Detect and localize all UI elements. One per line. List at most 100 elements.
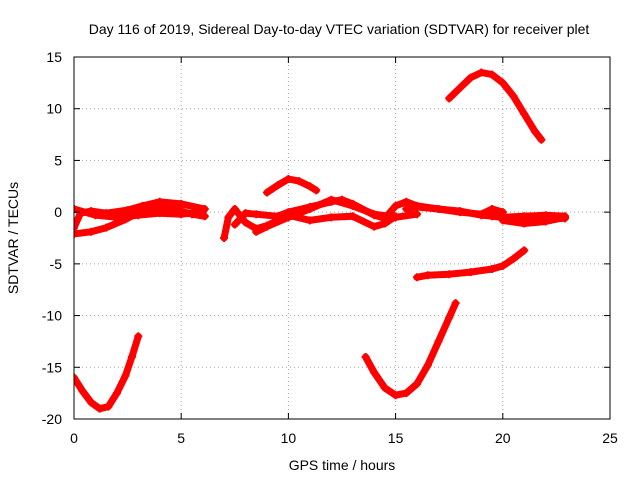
data-point bbox=[177, 199, 186, 208]
y-tick-label: -10 bbox=[42, 308, 62, 324]
series-band bbox=[74, 332, 142, 413]
data-point bbox=[295, 177, 304, 186]
data-point bbox=[488, 70, 497, 79]
data-point bbox=[370, 222, 379, 231]
data-point bbox=[466, 268, 475, 277]
y-tick-label: 5 bbox=[54, 152, 62, 168]
data-point bbox=[445, 94, 454, 103]
y-tick-label: -15 bbox=[42, 359, 62, 375]
chart-title: Day 116 of 2019, Sidereal Day-to-day VTE… bbox=[89, 21, 590, 37]
data-point bbox=[402, 389, 411, 398]
x-tick-label: 25 bbox=[602, 430, 618, 446]
data-point bbox=[434, 205, 443, 214]
data-point bbox=[104, 402, 113, 411]
data-point bbox=[312, 186, 321, 195]
data-point bbox=[520, 246, 529, 255]
data-point bbox=[423, 271, 432, 280]
data-point bbox=[177, 210, 186, 219]
tick-layer: 0 5 10 15 20 25 -20 -15 -10 -5 0 5 10 15 bbox=[42, 49, 618, 446]
grid-layer bbox=[74, 57, 610, 419]
data-point bbox=[348, 212, 357, 221]
data-point bbox=[224, 213, 233, 222]
data-point bbox=[391, 391, 400, 400]
data-point bbox=[305, 205, 314, 214]
series-arc-8 bbox=[262, 175, 321, 197]
data-point bbox=[95, 404, 104, 413]
data-point bbox=[262, 188, 271, 197]
data-point bbox=[87, 227, 96, 236]
data-point bbox=[423, 361, 432, 370]
data-point bbox=[252, 210, 261, 219]
data-point bbox=[252, 227, 261, 236]
y-tick-label: -5 bbox=[50, 256, 63, 272]
data-point bbox=[488, 205, 497, 214]
data-point bbox=[241, 218, 250, 227]
series-arc-9 bbox=[361, 299, 460, 400]
data-point bbox=[284, 213, 293, 222]
data-point bbox=[445, 270, 454, 279]
y-tick-label: -20 bbox=[42, 411, 62, 427]
data-point bbox=[391, 213, 400, 222]
data-point bbox=[361, 352, 370, 361]
data-point bbox=[121, 371, 130, 380]
data-point bbox=[509, 92, 518, 101]
data-point bbox=[273, 181, 282, 190]
data-point bbox=[112, 213, 121, 222]
series-band bbox=[499, 213, 569, 227]
data-point bbox=[520, 109, 529, 118]
data-point bbox=[488, 212, 497, 221]
series-arc-7 bbox=[252, 195, 422, 236]
x-tick-label: 20 bbox=[495, 430, 511, 446]
x-tick-label: 10 bbox=[281, 430, 297, 446]
data-point bbox=[230, 220, 239, 229]
data-point bbox=[451, 299, 460, 308]
data-point bbox=[327, 213, 336, 222]
y-tick-label: 15 bbox=[46, 49, 62, 65]
data-point bbox=[530, 127, 539, 136]
data-point bbox=[537, 135, 546, 144]
data-point bbox=[402, 197, 411, 206]
data-point bbox=[112, 389, 121, 398]
data-point bbox=[413, 273, 422, 282]
data-point bbox=[134, 211, 143, 220]
data-point bbox=[348, 201, 357, 210]
data-point bbox=[498, 216, 507, 225]
data-point bbox=[220, 234, 229, 242]
plot-frame bbox=[73, 56, 611, 420]
series-band bbox=[362, 299, 460, 399]
data-point bbox=[145, 202, 154, 211]
data-point bbox=[380, 383, 389, 392]
series-arc-3 bbox=[74, 205, 207, 222]
data-point bbox=[520, 212, 529, 221]
y-tick-label: 0 bbox=[54, 204, 62, 220]
data-point bbox=[74, 373, 78, 382]
data-point bbox=[413, 379, 422, 388]
data-point bbox=[127, 352, 136, 361]
data-point bbox=[370, 210, 379, 219]
data-point bbox=[102, 223, 111, 232]
data-point bbox=[402, 205, 411, 214]
data-point bbox=[87, 398, 96, 407]
data-point bbox=[74, 223, 78, 232]
data-point bbox=[498, 78, 507, 87]
data-point bbox=[74, 205, 78, 214]
x-axis-label: GPS time / hours bbox=[289, 457, 396, 473]
data-point bbox=[305, 216, 314, 225]
data-point bbox=[413, 210, 422, 219]
data-point bbox=[541, 217, 550, 226]
data-point bbox=[477, 211, 486, 220]
y-axis-label: SDTVAR / TECUs bbox=[5, 182, 21, 294]
data-point bbox=[134, 332, 143, 341]
data-point bbox=[370, 368, 379, 377]
data-point bbox=[488, 265, 497, 274]
series-arc-11 bbox=[413, 246, 529, 282]
data-point bbox=[155, 209, 164, 218]
data-point bbox=[198, 208, 207, 217]
x-tick-label: 5 bbox=[177, 430, 185, 446]
data-point bbox=[520, 219, 529, 228]
x-tick-label: 0 bbox=[70, 430, 78, 446]
series-band bbox=[445, 69, 545, 144]
data-point bbox=[391, 201, 400, 210]
data-point bbox=[241, 209, 250, 218]
